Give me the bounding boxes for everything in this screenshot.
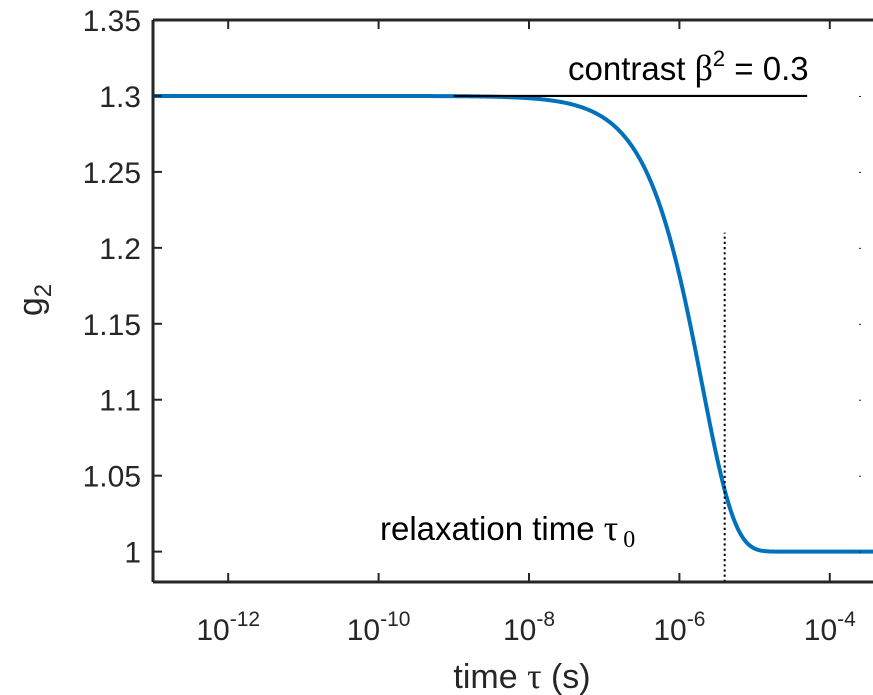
y-tick-label: 1.2 (99, 233, 141, 266)
x-tick-label: 10-4 (804, 608, 856, 647)
y-tick-label: 1.05 (83, 461, 141, 494)
contrast-label: contrast β2 = 0.3 (568, 46, 809, 88)
y-tick-label: 1 (124, 537, 141, 570)
y-tick-label: 1.15 (83, 309, 141, 342)
x-tick-label: 10-12 (196, 608, 260, 647)
y-tick-label: 1.3 (99, 81, 141, 114)
y-axis-label: g2 (12, 284, 57, 316)
y-tick-label: 1.1 (99, 385, 141, 418)
y-tick-label: 1.35 (83, 5, 141, 38)
x-axis-label: time τ (s) (453, 656, 590, 695)
axes: 1 1.05 1.1 1.15 1.2 1.25 1.3 1.35 10-12 10-10 10-8… (83, 5, 873, 647)
x-tick-label: 10-8 (503, 608, 555, 647)
y-tick-label: 1.25 (83, 157, 141, 190)
x-tick-label: 10-6 (653, 608, 705, 647)
plot-area (151, 93, 873, 554)
series-line-1 (151, 93, 873, 554)
x-tick-label: 10-10 (347, 608, 411, 647)
